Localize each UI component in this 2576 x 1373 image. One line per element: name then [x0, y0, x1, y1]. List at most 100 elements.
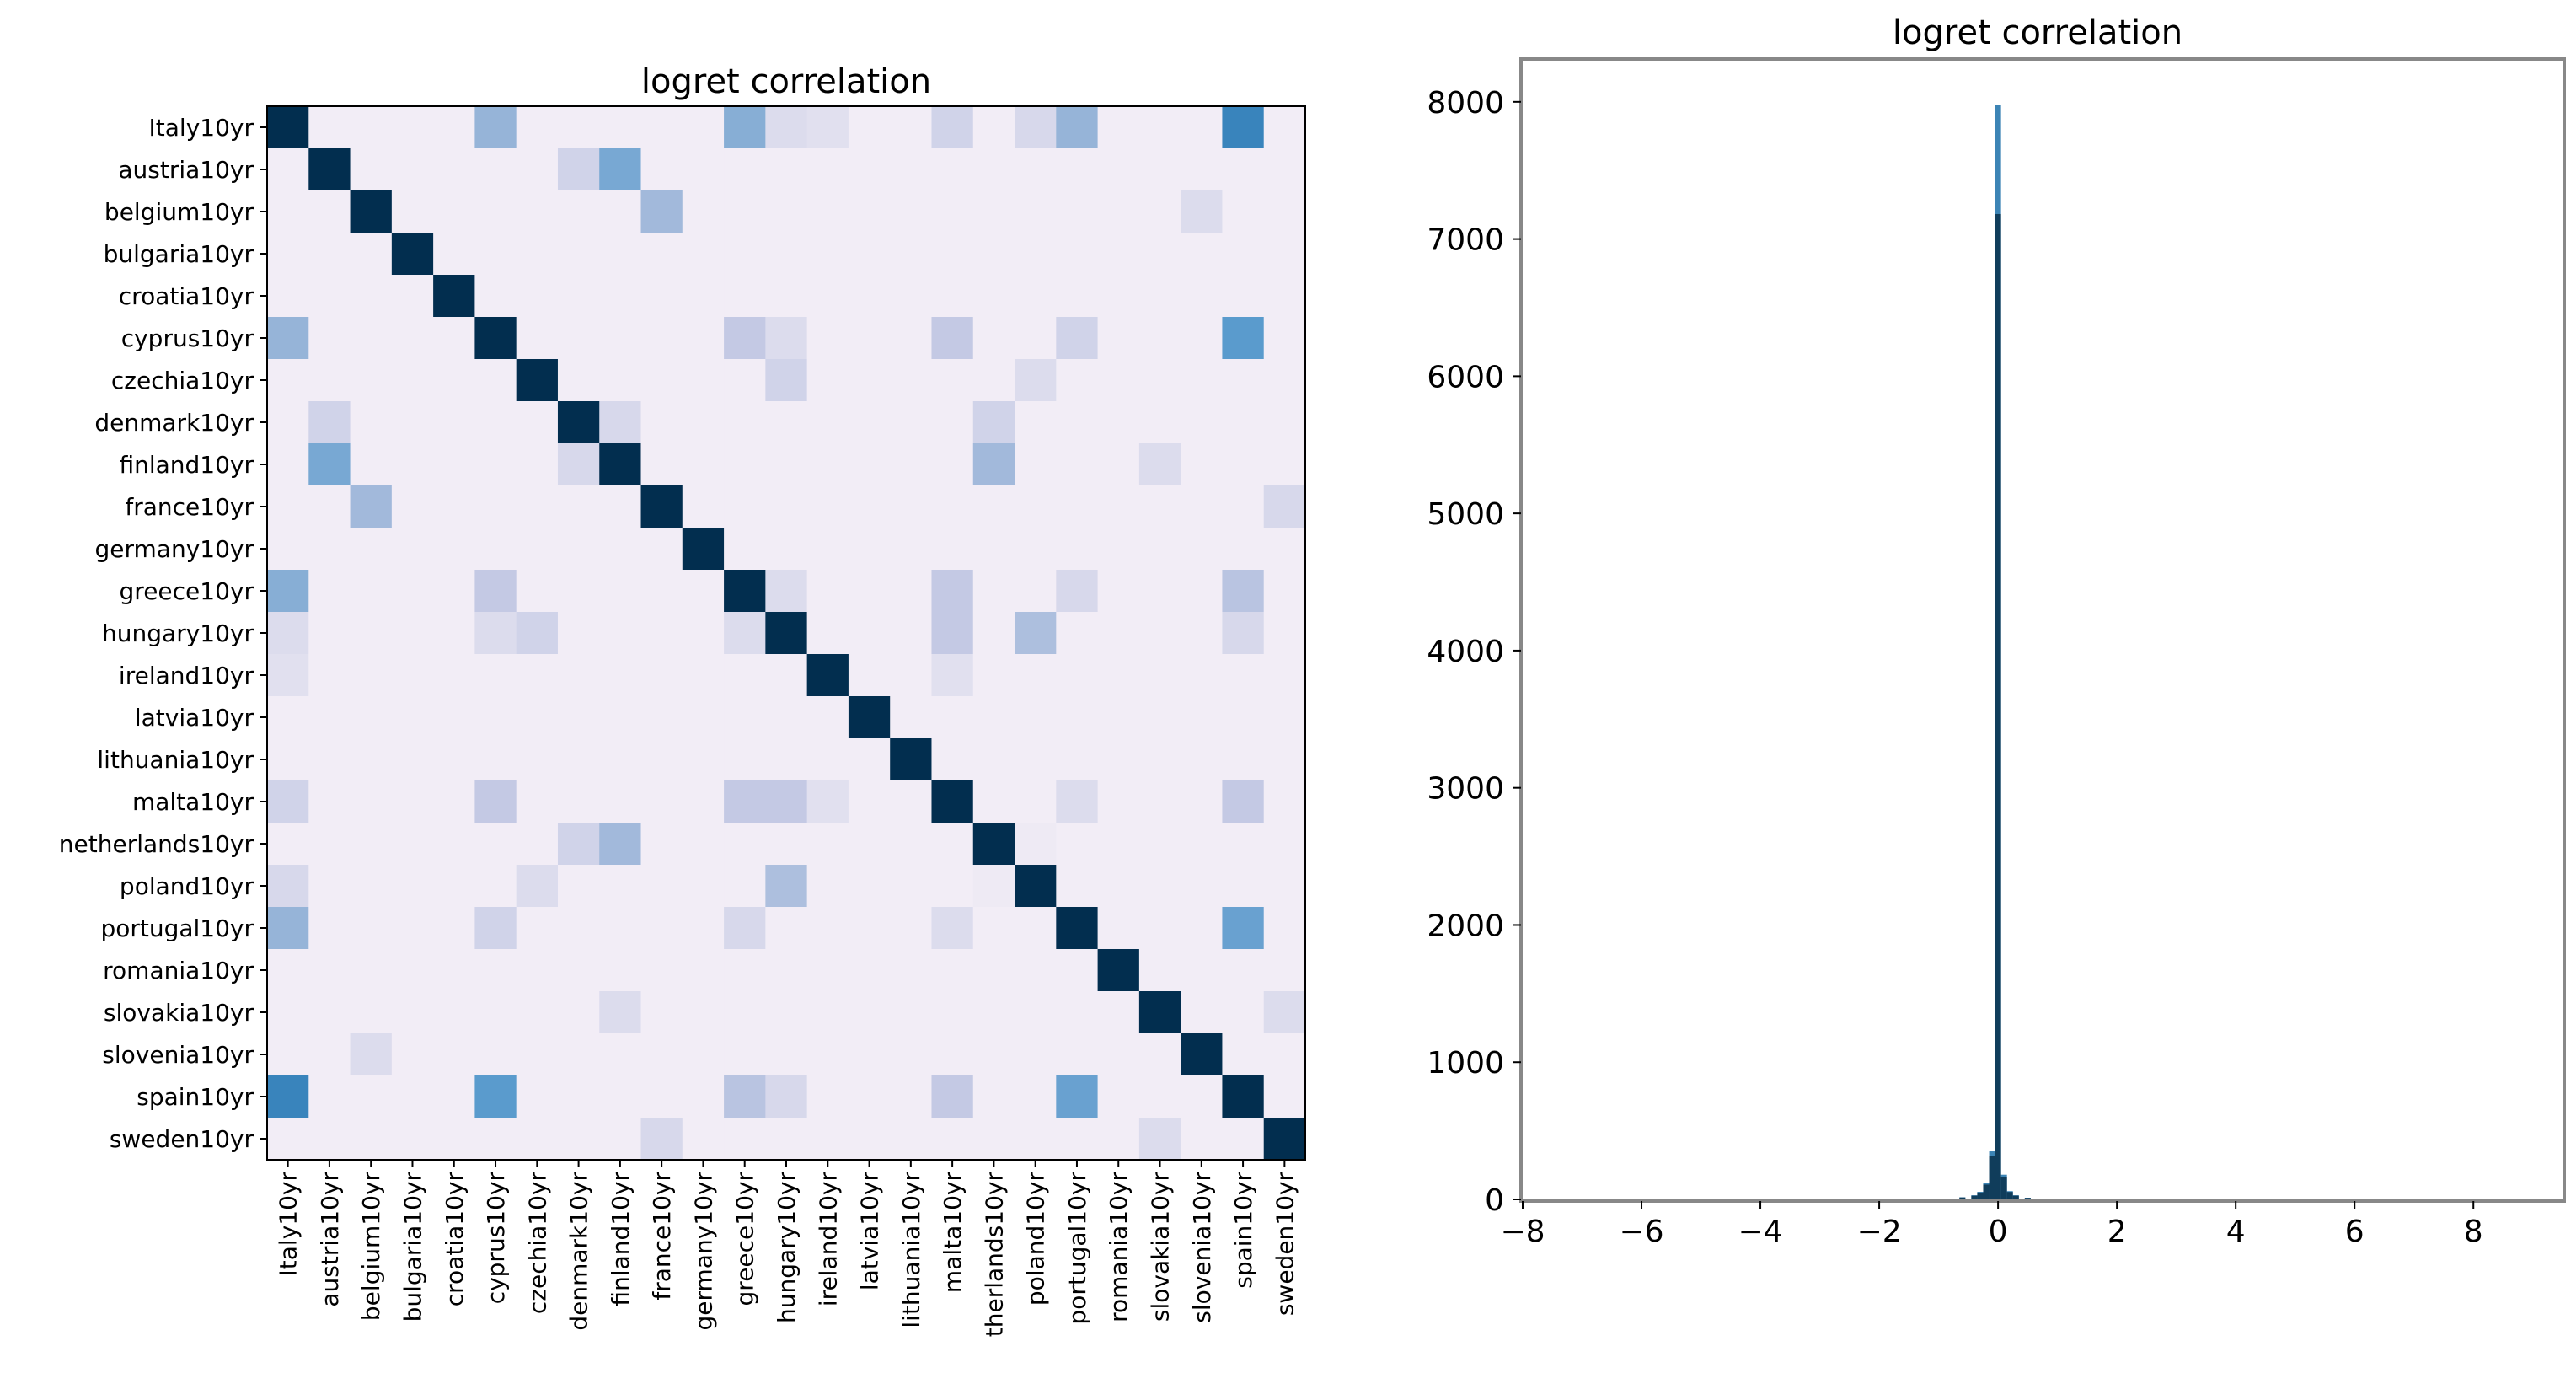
heatmap-cell [931, 612, 974, 655]
heatmap-cell [806, 1033, 849, 1076]
heatmap-cell [516, 190, 559, 233]
heatmap-cell [557, 1033, 600, 1076]
heatmap-cell [806, 949, 849, 992]
heatmap-cell [1222, 401, 1265, 444]
heatmap-cell [1181, 738, 1224, 781]
heatmap-cell [765, 190, 808, 233]
heatmap-cell [890, 612, 933, 655]
heatmap-cell [806, 907, 849, 950]
heatmap-cell [1097, 1075, 1140, 1118]
heatmap-cell [640, 823, 683, 866]
heatmap-cell [724, 190, 766, 233]
heatmap-cell [682, 528, 725, 571]
heatmap-cell [391, 485, 434, 528]
heatmap-cell [1015, 1118, 1057, 1161]
heatmap-cell [1138, 780, 1181, 823]
heatmap-cell [682, 949, 725, 992]
heatmap-cell [1138, 148, 1181, 191]
row-label: ireland10yr [119, 662, 254, 689]
heatmap-cell [1056, 738, 1099, 781]
heatmap-cell [806, 1118, 849, 1161]
heatmap-cell [267, 359, 309, 402]
heatmap-cell [724, 401, 766, 444]
row-label: latvia10yr [135, 704, 254, 732]
heatmap-cell [557, 190, 600, 233]
heatmap-cell [640, 738, 683, 781]
heatmap-cell [557, 696, 600, 739]
heatmap-cell [890, 570, 933, 613]
heatmap-cell [1015, 612, 1057, 655]
heatmap-cell [391, 275, 434, 318]
heatmap-cell [724, 1118, 766, 1161]
heatmap-cell [1263, 233, 1306, 276]
heatmap-cell [308, 401, 351, 444]
heatmap-cell [557, 570, 600, 613]
row-label: poland10yr [120, 872, 254, 900]
heatmap-cell [890, 780, 933, 823]
heatmap-cell [682, 780, 725, 823]
heatmap-cell [640, 612, 683, 655]
heatmap-cell [516, 148, 559, 191]
heatmap-cell [724, 823, 766, 866]
heatmap-cell [848, 949, 891, 992]
col-label: portugal10yr [1063, 1172, 1091, 1325]
heatmap-cell [1097, 696, 1140, 739]
heatmap-cell [308, 738, 351, 781]
col-label: slovenia10yr [1188, 1172, 1216, 1323]
heatmap-cell [890, 991, 933, 1034]
heatmap-cell [267, 907, 309, 950]
heatmap-cell [391, 401, 434, 444]
heatmap-cell [1138, 317, 1181, 360]
heatmap-cell [1263, 654, 1306, 697]
heatmap-cell [1138, 233, 1181, 276]
heatmap-cell [474, 738, 517, 781]
histogram-y-ticks: 0 1000 2000 3000 4000 5000 6000 7000 8000 [1427, 86, 1521, 1218]
heatmap-cell [1181, 106, 1224, 149]
heatmap-cell [599, 359, 642, 402]
heatmap-cell [391, 148, 434, 191]
heatmap-cell [1015, 190, 1057, 233]
heatmap-cell [765, 106, 808, 149]
heatmap-cell [557, 401, 600, 444]
heatmap-cell [682, 823, 725, 866]
heatmap-cell [1015, 823, 1057, 866]
heatmap-cell [350, 823, 393, 866]
heatmap-cell [433, 865, 475, 908]
col-label: bulgaria10yr [399, 1172, 426, 1322]
heatmap-cell [640, 1118, 683, 1161]
row-label: greece10yr [120, 577, 254, 605]
correlation-heatmap: logret correlation Italy10yr austria10yr b… [59, 62, 1306, 1337]
heatmap-cell [1181, 401, 1224, 444]
heatmap-cell [267, 612, 309, 655]
heatmap-cell [724, 991, 766, 1034]
heatmap-cell [1015, 907, 1057, 950]
heatmap-cell [433, 233, 475, 276]
heatmap-cell [1015, 317, 1057, 360]
heatmap-cell [599, 991, 642, 1034]
heatmap-cell [308, 991, 351, 1034]
heatmap-cell [516, 317, 559, 360]
col-label: ireland10yr [814, 1172, 842, 1307]
heatmap-cell [640, 485, 683, 528]
histogram-bar-overlay [1995, 213, 2001, 1200]
heatmap-cell [1097, 570, 1140, 613]
heatmap-cell [640, 907, 683, 950]
heatmap-cell [890, 1118, 933, 1161]
heatmap-cell [931, 275, 974, 318]
heatmap-cell [1181, 696, 1224, 739]
histogram-bar-overlay [1977, 1192, 1984, 1199]
heatmap-cell [1138, 1075, 1181, 1118]
heatmap-cell [972, 190, 1015, 233]
heatmap-cell [931, 148, 974, 191]
heatmap-cell [267, 1118, 309, 1161]
heatmap-cell [557, 907, 600, 950]
heatmap-cell [474, 991, 517, 1034]
heatmap-cell [848, 485, 891, 528]
row-label: portugal10yr [100, 914, 254, 942]
heatmap-cell [931, 696, 974, 739]
heatmap-cell [890, 317, 933, 360]
heatmap-cell [557, 780, 600, 823]
heatmap-cell [972, 780, 1015, 823]
heatmap-cell [972, 1033, 1015, 1076]
heatmap-cell [848, 1075, 891, 1118]
